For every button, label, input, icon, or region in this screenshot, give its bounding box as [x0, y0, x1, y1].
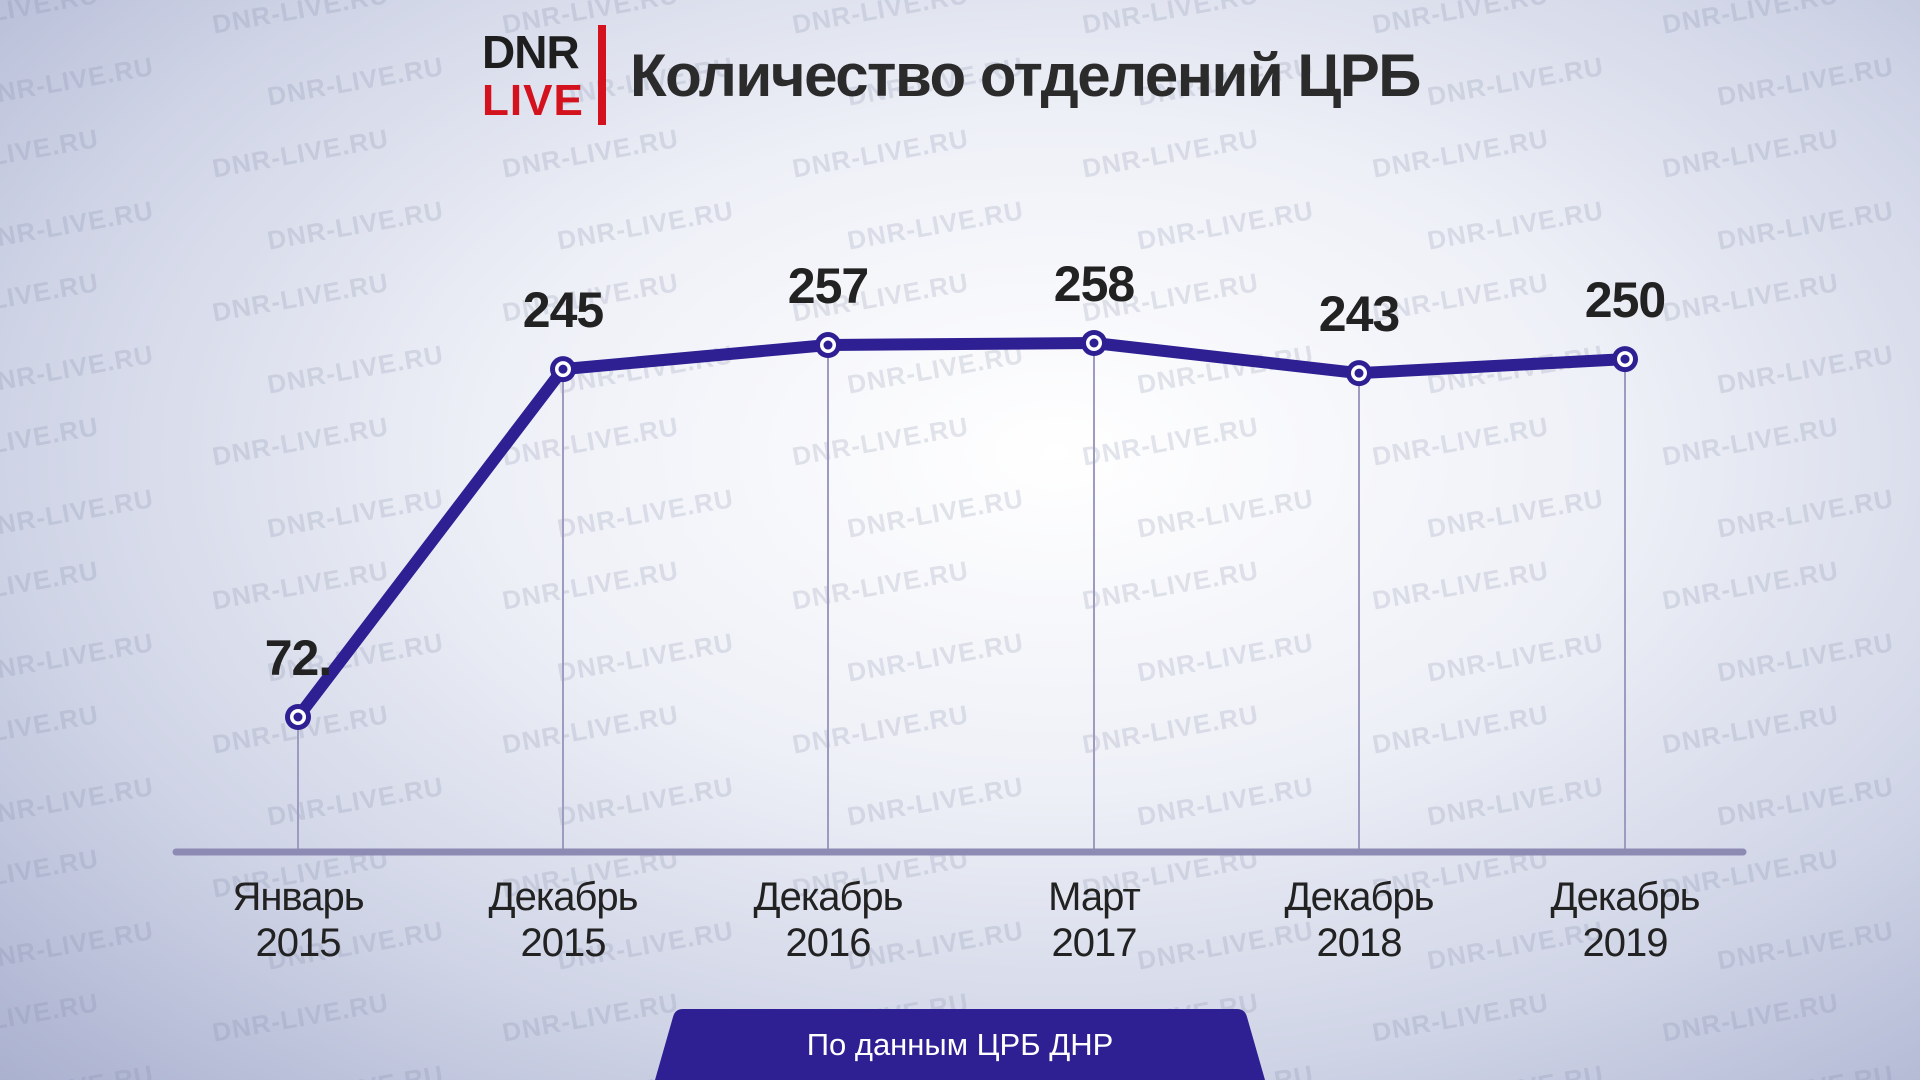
- data-point: [285, 704, 311, 730]
- x-tick-label-line: 2015: [521, 921, 606, 965]
- data-point: [1081, 330, 1107, 356]
- chart-title: Количество отделений ЦРБ: [630, 41, 1421, 109]
- x-tick-label-line: Декабрь: [489, 875, 638, 919]
- x-tick-label-line: 2017: [1052, 921, 1137, 965]
- x-tick-label-line: Декабрь: [1285, 875, 1434, 919]
- x-tick-label: Март 2017: [1048, 875, 1140, 965]
- x-tick-label-line: Декабрь: [1551, 875, 1700, 919]
- data-point-center: [1620, 354, 1630, 364]
- x-tick-label-line: Март: [1048, 875, 1140, 919]
- series-line: [292, 337, 1631, 723]
- x-tick-label-line: Январь: [232, 875, 363, 919]
- data-point-center: [293, 712, 303, 722]
- logo-text-live: LIVE: [482, 76, 584, 125]
- data-point-center: [558, 364, 568, 374]
- x-tick-label-line: 2015: [256, 921, 341, 965]
- x-tick-label: Декабрь 2016: [754, 875, 903, 965]
- data-label: 257: [788, 258, 868, 314]
- data-point: [1346, 360, 1372, 387]
- x-tick-label: Декабрь 2018: [1285, 875, 1434, 965]
- data-point-center: [1354, 368, 1364, 378]
- data-point: [1612, 346, 1638, 373]
- logo-text-dnr: DNR: [482, 26, 580, 78]
- dnr-live-logo: DNR LIVE: [480, 27, 592, 123]
- x-tick-label-line: 2018: [1317, 921, 1402, 965]
- header: DNR LIVE Количество отделений ЦРБ: [480, 22, 1421, 128]
- data-point-center: [1089, 338, 1099, 348]
- x-tick-label-line: 2019: [1583, 921, 1668, 965]
- x-tick-label-line: Декабрь: [754, 875, 903, 919]
- data-label: 72.: [265, 630, 332, 686]
- data-label: 245: [523, 282, 604, 338]
- source-label: По данным ЦРБ ДНР: [806, 1026, 1114, 1062]
- data-label: 250: [1585, 272, 1665, 328]
- x-tick-label-line: 2016: [786, 921, 871, 965]
- x-tick-label: Январь 2015: [232, 875, 363, 965]
- data-point: [550, 356, 576, 383]
- data-point: [815, 332, 841, 359]
- x-tick-label: Декабрь 2019: [1551, 875, 1700, 965]
- data-label: 258: [1054, 256, 1135, 312]
- x-tick-label: Декабрь 2015: [489, 875, 638, 965]
- data-label: 243: [1319, 286, 1399, 342]
- header-divider: [598, 25, 606, 125]
- source-banner: По данным ЦРБ ДНР: [655, 1009, 1265, 1080]
- data-point-center: [823, 340, 833, 350]
